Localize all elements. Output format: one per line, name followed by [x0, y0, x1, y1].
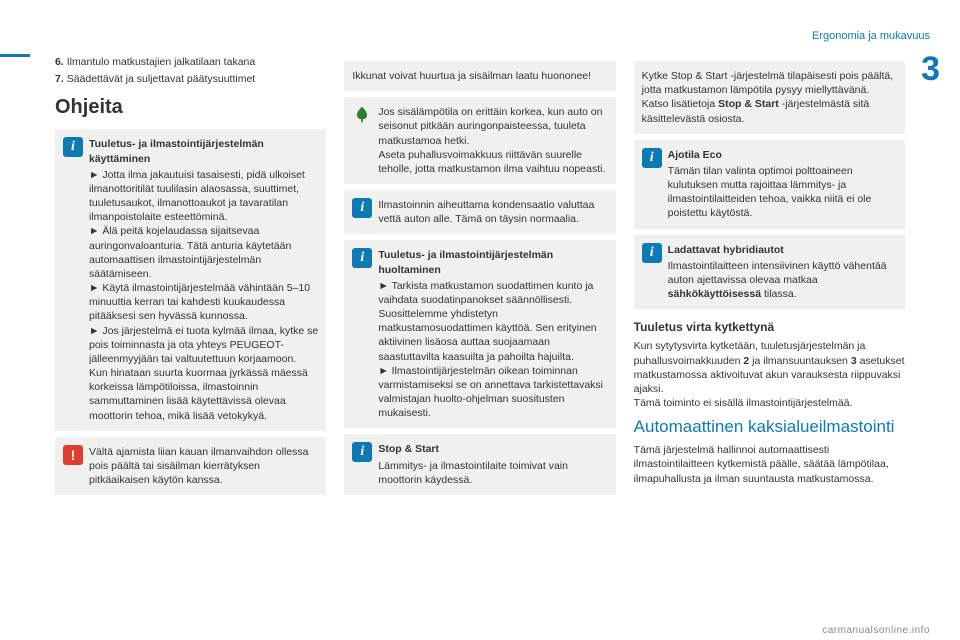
info-icon: i	[352, 442, 372, 462]
box-text: Ilmastointilaitteen intensiivinen käyttö…	[668, 260, 887, 286]
box-title: Tuuletus- ja ilmastointijärjestelmän huo…	[378, 248, 607, 276]
bullet-text: Jos järjestelmä ei tuota kylmää ilmaa, k…	[89, 325, 318, 365]
box-text: Aseta puhallusvoimakkuus riittävän suure…	[378, 149, 605, 175]
info-box-windows: Ikkunat voivat huurtua ja sisäilman laat…	[344, 61, 615, 91]
info-box-eco: i Ajotila Eco Tämän tilan valinta optimo…	[634, 140, 905, 229]
bullet-text: Älä peitä kojelaudassa sijaitsevaa aurin…	[89, 225, 291, 280]
info-box-stopstart: i Stop & Start Lämmitys- ja ilmastointil…	[344, 434, 615, 495]
paragraph: Tämä toiminto ei sisällä ilmastointijärj…	[634, 396, 905, 410]
box-text: Vältä ajamista liian kauan ilmanvaihdon …	[89, 446, 308, 486]
bullet-text: Käytä ilmastointijärjestelmää vähintään …	[89, 282, 310, 322]
footer-watermark: carmanualsonline.info	[822, 625, 930, 636]
list-text: Säädettävät ja suljettavat päätysuuttime…	[67, 73, 256, 85]
box-title: Ajotila Eco	[668, 148, 897, 162]
box-body: Ajotila Eco Tämän tilan valinta optimoi …	[668, 148, 897, 221]
list-num: 7.	[55, 73, 64, 85]
box-text: tilassa.	[761, 288, 797, 300]
box-body: Vältä ajamista liian kauan ilmanvaihdon …	[89, 445, 318, 488]
info-icon: i	[352, 198, 372, 218]
box-text: Ikkunat voivat huurtua ja sisäilman laat…	[352, 70, 591, 82]
box-body: Stop & Start Lämmitys- ja ilmastointilai…	[378, 442, 607, 487]
bullet-text: Tarkista matkustamon suodattimen kunto j…	[378, 280, 593, 306]
warning-icon: !	[63, 445, 83, 465]
box-text: Jos sisälämpötila on erittäin korkea, ku…	[378, 106, 602, 146]
heading-ventilation-on: Tuuletus virta kytkettynä	[634, 319, 905, 335]
box-text: Kun hinataan suurta kuormaa jyrkässä mäe…	[89, 367, 308, 422]
bullet-text: Ilmastointijärjestelmän oikean toiminnan…	[378, 365, 603, 420]
text: ja ilmansuuntauksen	[749, 355, 851, 367]
tree-icon	[352, 105, 372, 125]
section-title: Ergonomia ja mukavuus	[812, 30, 930, 42]
page-body: 6. Ilmantulo matkustajien jalkatilaan ta…	[55, 55, 905, 630]
box-body: Ladattavat hybridiautot Ilmastointilaitt…	[668, 243, 897, 302]
box-title: Ladattavat hybridiautot	[668, 243, 897, 257]
info-box-maintenance: i Tuuletus- ja ilmastointijärjestelmän h…	[344, 240, 615, 428]
box-text: Suosittelemme yhdistetyn matkustamosuoda…	[378, 308, 596, 363]
box-body: Ilmastoinnin aiheuttama kondensaatio val…	[378, 198, 607, 226]
box-text: Kytke Stop & Start -järjestelmä tilapäis…	[642, 70, 894, 96]
eco-box-ventilate: Jos sisälämpötila on erittäin korkea, ku…	[344, 97, 615, 184]
info-icon: i	[352, 248, 372, 268]
box-text: Lämmitys- ja ilmastointilaite toimivat v…	[378, 460, 568, 486]
box-title: Tuuletus- ja ilmastointijärjestelmän käy…	[89, 137, 318, 165]
list-text: Ilmantulo matkustajien jalkatilaan takan…	[67, 56, 256, 68]
paragraph: Kun sytytysvirta kytketään, tuuletusjärj…	[634, 339, 905, 396]
box-body: Jos sisälämpötila on erittäin korkea, ku…	[378, 105, 607, 176]
box-text: Tämän tilan valinta optimoi polttoaineen…	[668, 165, 872, 220]
heading-auto-dualzone: Automaattinen kaksialueilmastointi	[634, 416, 905, 439]
list-num: 6.	[55, 56, 64, 68]
info-box-stopstart-off: Kytke Stop & Start -järjestelmä tilapäis…	[634, 61, 905, 134]
box-body: Tuuletus- ja ilmastointijärjestelmän huo…	[378, 248, 607, 420]
info-icon: i	[63, 137, 83, 157]
box-title: Stop & Start	[378, 442, 607, 456]
bullet-text: Jotta ilma jakautuisi tasaisesti, pidä u…	[89, 169, 305, 224]
box-body: Tuuletus- ja ilmastointijärjestelmän käy…	[89, 137, 318, 422]
heading-ohjeita: Ohjeita	[55, 94, 326, 121]
numbered-list: 6. Ilmantulo matkustajien jalkatilaan ta…	[55, 55, 326, 86]
info-icon: i	[642, 243, 662, 263]
list-item: 7. Säädettävät ja suljettavat päätysuutt…	[55, 72, 326, 86]
box-text: Ilmastoinnin aiheuttama kondensaatio val…	[378, 199, 594, 225]
info-icon: i	[642, 148, 662, 168]
list-item: 6. Ilmantulo matkustajien jalkatilaan ta…	[55, 55, 326, 69]
info-box-usage: i Tuuletus- ja ilmastointijärjestelmän k…	[55, 129, 326, 430]
info-box-hybrid: i Ladattavat hybridiautot Ilmastointilai…	[634, 235, 905, 310]
header-accent-bar	[0, 54, 30, 57]
paragraph: Tämä järjestelmä hallinnoi automaattises…	[634, 443, 905, 486]
warning-box-recirculation: ! Vältä ajamista liian kauan ilmanvaihdo…	[55, 437, 326, 496]
bold-text: sähkökäyttöisessä	[668, 288, 761, 300]
chapter-number: 3	[921, 50, 940, 89]
bold-text: Stop & Start	[718, 98, 779, 110]
box-text: Katso lisätietoja	[642, 98, 718, 110]
info-box-condensation: i Ilmastoinnin aiheuttama kondensaatio v…	[344, 190, 615, 234]
